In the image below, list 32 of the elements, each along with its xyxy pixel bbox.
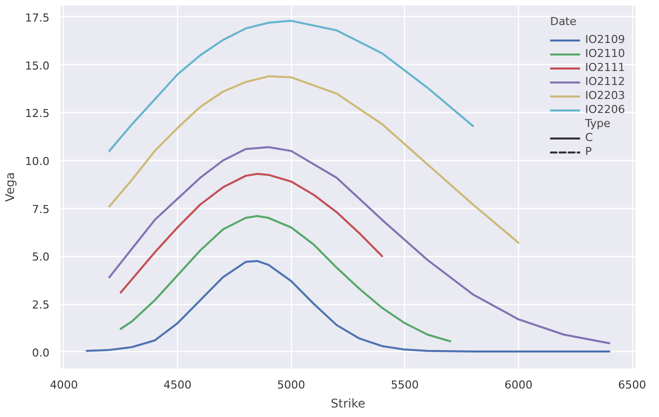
y-axis-title: Vega [3,172,18,202]
legend-label: C [585,131,594,144]
y-tick-label: 2.5 [32,298,50,312]
y-tick-label: 15.0 [25,59,50,72]
line-series [108,146,610,344]
y-tick-label: 10.0 [25,154,50,168]
y-tick-label: 12.5 [25,107,50,120]
x-tick-label: 5000 [277,378,306,392]
legend-label: IO2109 [585,33,625,46]
legend-label: IO2110 [585,47,625,60]
y-tick-label: 0.0 [32,346,50,360]
x-tick-label: 5500 [390,378,419,392]
y-tick-label: 17.5 [25,11,50,24]
line-series [108,75,520,244]
line-series [108,20,474,152]
legend-label: IO2203 [585,89,625,102]
legend-label: IO2112 [585,75,625,88]
line-series [86,260,610,352]
line-series [120,172,384,294]
x-tick-label: 4500 [164,378,192,392]
x-tick-label: 4000 [50,378,78,392]
legend-label: IO2111 [585,61,625,74]
x-tick-label: 6500 [618,378,646,392]
legend-title: Date [550,15,578,28]
line-series [120,214,452,342]
y-tick-label: 5.0 [32,250,50,264]
x-axis-title: Strike [330,396,366,410]
legend-label: IO2206 [585,103,625,116]
legend-label: P [585,145,593,158]
text: Type [585,117,610,130]
y-tick-label: 7.5 [32,202,50,216]
x-tick-label: 6000 [504,378,532,392]
